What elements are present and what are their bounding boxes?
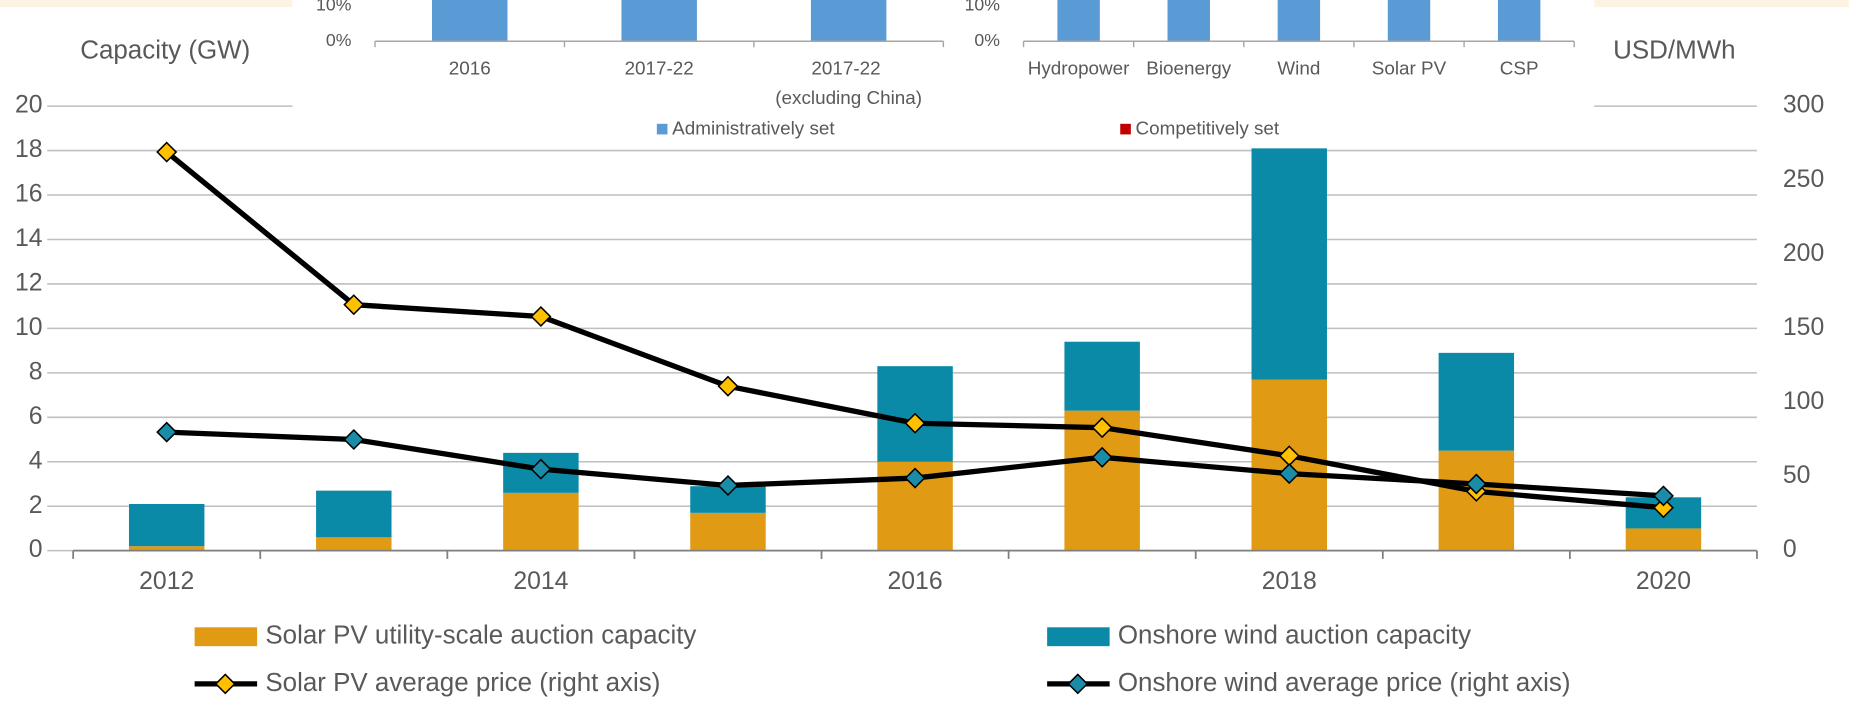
legend-label: Solar PV average price (right axis) [265,669,660,697]
marker [156,141,178,163]
inset-x-tick-label: 2017-22 (excluding China) [775,58,922,108]
inset-y-tick-label: 10% [316,0,352,15]
inset-x-tick-label: 2016 [449,58,491,79]
inset-legend-label: Competitively set [1136,118,1280,139]
legend-label: Solar PV utility-scale auction capacity [265,622,696,650]
bar [128,546,205,551]
inset-y-tick-label: 0% [326,30,352,50]
inset-x-tick-label: Wind [1277,58,1320,79]
inset-bar [810,0,887,42]
bar [316,537,392,551]
y2-tick-label: 150 [1783,314,1824,341]
inset-bars [1057,0,1541,42]
y2-tick-label: 200 [1783,240,1824,267]
marker [530,458,552,480]
y-tick-label: 18 [15,136,43,163]
marker [1652,497,1674,519]
y-tick-label: 10 [15,314,43,341]
inset-x-tick-label: CSP [1500,58,1539,79]
marker [1652,485,1674,507]
inset-x-tick-label: Bioenergy [1146,58,1231,79]
bar [1438,352,1515,451]
y-tick-label: 8 [29,358,43,385]
y-axis-title: Capacity (GW) [80,37,250,65]
marker [156,421,178,443]
y-tick-label: 6 [29,403,43,430]
x-tick-label: 2012 [139,568,194,595]
legend-swatch [1047,627,1110,647]
y-tick-label: 12 [15,269,43,296]
marker [717,474,739,496]
legend-swatch [194,627,258,647]
inset-bar [1277,0,1321,42]
bar [503,492,579,551]
y-tick-label: 0 [29,536,43,563]
y-tick-label: 16 [15,181,43,208]
inset-x-tick-label: Solar PV [1372,58,1447,79]
inset-y-tick-label: 10% [965,0,1001,15]
bar [1064,341,1140,411]
inset-bar [621,0,697,42]
bar [128,503,205,547]
inset-bar [432,0,508,42]
inset-bar [1057,0,1100,42]
inset-x-tick-label: 2017-22 [625,58,694,79]
bar [1625,528,1702,551]
inset-bar [1167,0,1210,42]
marker [530,306,552,328]
marker [343,429,365,451]
y2-tick-label: 250 [1783,166,1824,193]
y2-tick-label: 300 [1783,92,1824,119]
bar [1251,148,1327,380]
y-tick-label: 20 [15,92,43,119]
x-tick-label: 2016 [888,568,943,595]
inset-bar [1387,0,1431,42]
legend-label: Onshore wind average price (right axis) [1118,669,1571,697]
y2-axis-title: USD/MWh [1613,37,1735,65]
inset-y-tick-label: 0% [974,30,1000,50]
y2-tick-label: 100 [1783,388,1824,415]
inset-legend-label: Administratively set [672,118,835,139]
marker [343,294,365,316]
x-tick-label: 2014 [513,568,568,595]
bar [316,490,392,538]
y2-tick-label: 50 [1783,462,1811,489]
marker [1278,463,1300,485]
y-tick-label: 14 [15,225,43,252]
marker [1091,446,1113,468]
inset-x-tick-label: Hydropower [1028,58,1130,79]
marker [1091,417,1113,439]
legend-marker [214,673,236,695]
inset-panel [292,0,1595,118]
marker [904,412,926,434]
legend-label: Onshore wind auction capacity [1118,622,1471,650]
legend-marker [1067,673,1089,695]
y2-tick-label: 0 [1783,536,1797,563]
inset-legend-swatch [1120,123,1131,135]
inset-bar [1497,0,1541,42]
bar [690,512,766,551]
inset-bars [432,0,887,42]
marker [1465,473,1487,495]
y-tick-label: 4 [29,447,43,474]
y-tick-label: 2 [29,492,43,519]
marker [717,375,739,397]
x-tick-label: 2020 [1636,568,1691,595]
x-tick-label: 2018 [1262,568,1317,595]
inset-legend-swatch [656,123,668,135]
marker [904,467,926,489]
